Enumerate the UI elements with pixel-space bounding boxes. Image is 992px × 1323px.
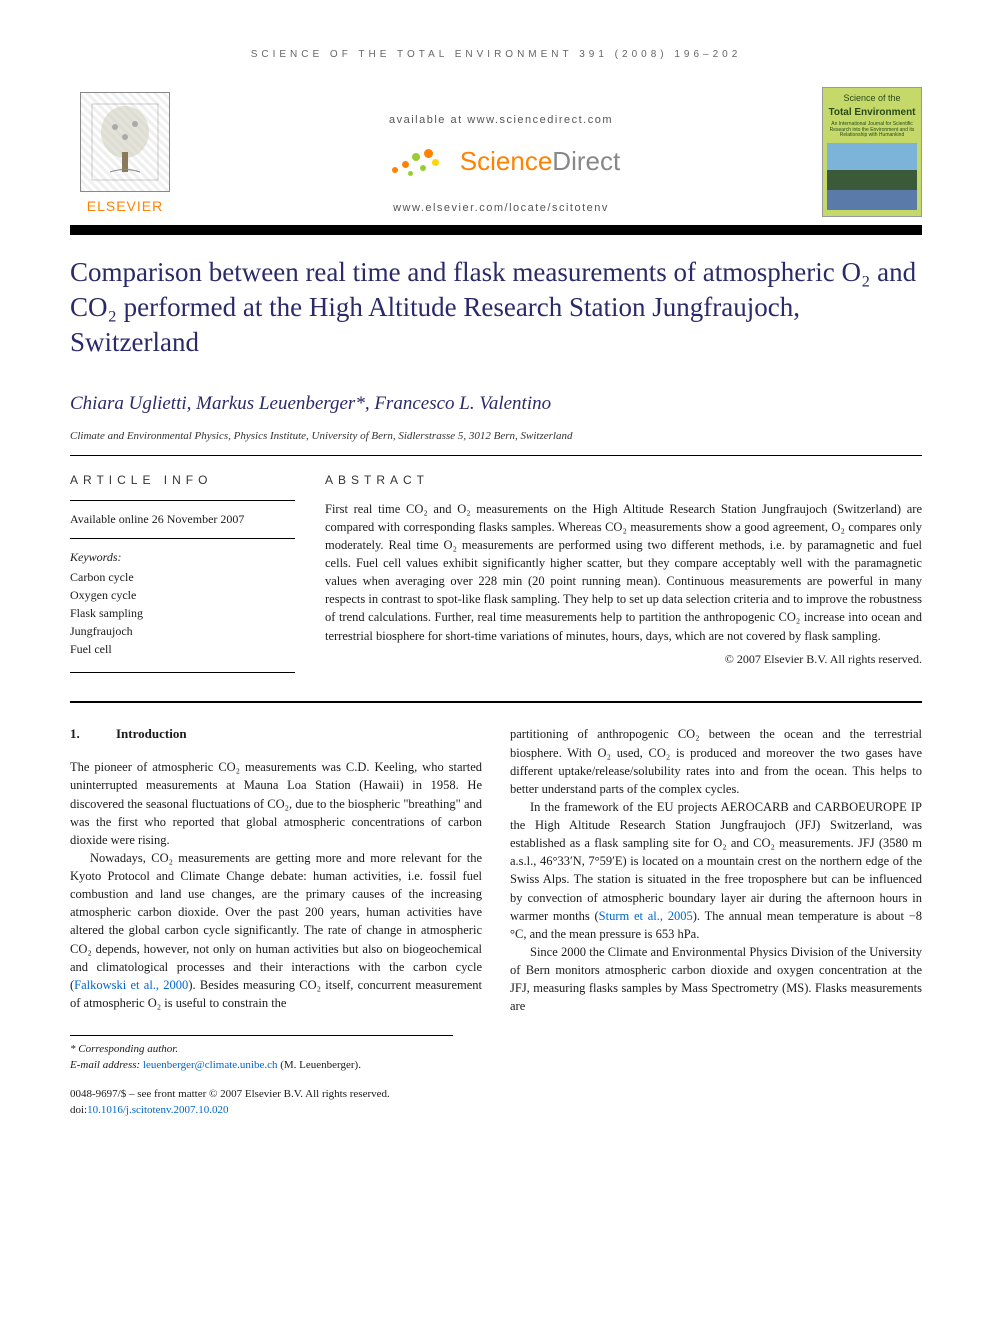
bottom-metadata: 0048-9697/$ – see front matter © 2007 El… xyxy=(70,1087,922,1118)
cover-line1: Science of the xyxy=(825,92,919,105)
body-two-column: 1.Introduction The pioneer of atmospheri… xyxy=(70,725,922,1015)
online-date: Available online 26 November 2007 xyxy=(70,511,295,528)
email-line: E-mail address: leuenberger@climate.unib… xyxy=(70,1058,453,1073)
section-title: Introduction xyxy=(116,726,187,741)
paragraph: In the framework of the EU projects AERO… xyxy=(510,798,922,943)
rule-above-abstract xyxy=(70,455,922,456)
citation-link[interactable]: Falkowski et al., 2000 xyxy=(74,978,188,992)
abstract-body: First real time CO₂ and O₂ measurements … xyxy=(325,500,922,645)
keyword: Fuel cell xyxy=(70,640,295,658)
issn-copyright-line: 0048-9697/$ – see front matter © 2007 El… xyxy=(70,1087,922,1102)
header-bar: ELSEVIER available at www.sciencedirect.… xyxy=(70,87,922,217)
paragraph: Nowadays, CO₂ measurements are getting m… xyxy=(70,849,482,1012)
author-list: Chiara Uglietti, Markus Leuenberger*, Fr… xyxy=(70,390,922,418)
email-link[interactable]: leuenberger@climate.unibe.ch xyxy=(143,1059,278,1071)
elsevier-tree-icon xyxy=(80,92,170,192)
header-center: available at www.sciencedirect.com Scien… xyxy=(180,113,822,217)
section-number: 1. xyxy=(70,725,116,744)
info-rule-3 xyxy=(70,672,295,673)
paragraph: The pioneer of atmospheric CO₂ measureme… xyxy=(70,758,482,849)
info-rule-1 xyxy=(70,500,295,501)
abstract-copyright: © 2007 Elsevier B.V. All rights reserved… xyxy=(325,651,922,668)
doi-prefix: doi: xyxy=(70,1104,87,1116)
corresponding-author-note: * Corresponding author. xyxy=(70,1042,453,1057)
keyword: Flask sampling xyxy=(70,604,295,622)
available-at-text: available at www.sciencedirect.com xyxy=(200,113,802,129)
abstract-column: ABSTRACT First real time CO₂ and O₂ meas… xyxy=(325,472,922,683)
cover-line2: Total Environment xyxy=(825,106,919,121)
keywords-label: Keywords: xyxy=(70,549,295,566)
footnotes: * Corresponding author. E-mail address: … xyxy=(70,1035,453,1073)
sciencedirect-dots-icon xyxy=(382,147,452,177)
cover-image-icon xyxy=(827,143,917,210)
sciencedirect-wordmark: ScienceDirect xyxy=(460,143,620,181)
cover-subtitle: An International Journal for Scientific … xyxy=(825,122,919,139)
elsevier-wordmark: ELSEVIER xyxy=(70,196,180,216)
section-heading-1: 1.Introduction xyxy=(70,725,482,744)
keyword: Carbon cycle xyxy=(70,568,295,586)
paragraph: partitioning of anthropogenic CO₂ betwee… xyxy=(510,725,922,798)
sciencedirect-logo: ScienceDirect xyxy=(382,143,620,181)
info-abstract-row: ARTICLE INFO Available online 26 Novembe… xyxy=(70,472,922,683)
body-column-left: 1.Introduction The pioneer of atmospheri… xyxy=(70,725,482,1015)
keyword: Jungfraujoch xyxy=(70,622,295,640)
article-info-heading: ARTICLE INFO xyxy=(70,472,295,489)
thick-rule xyxy=(70,225,922,235)
citation-link[interactable]: Sturm et al., 2005 xyxy=(599,909,693,923)
paragraph: Since 2000 the Climate and Environmental… xyxy=(510,943,922,1016)
journal-url: www.elsevier.com/locate/scitotenv xyxy=(200,201,802,217)
affiliation: Climate and Environmental Physics, Physi… xyxy=(70,429,922,445)
rule-below-abstract xyxy=(70,701,922,703)
article-title: Comparison between real time and flask m… xyxy=(70,255,922,360)
running-header: SCIENCE OF THE TOTAL ENVIRONMENT 391 (20… xyxy=(70,48,922,63)
journal-cover-thumbnail: Science of the Total Environment An Inte… xyxy=(822,87,922,217)
elsevier-logo-block: ELSEVIER xyxy=(70,92,180,216)
email-suffix: (M. Leuenberger). xyxy=(277,1059,360,1071)
article-info-column: ARTICLE INFO Available online 26 Novembe… xyxy=(70,472,295,683)
body-column-right: partitioning of anthropogenic CO₂ betwee… xyxy=(510,725,922,1015)
doi-link[interactable]: 10.1016/j.scitotenv.2007.10.020 xyxy=(87,1104,228,1116)
email-label: E-mail address: xyxy=(70,1059,143,1071)
abstract-heading: ABSTRACT xyxy=(325,472,922,489)
info-rule-2 xyxy=(70,538,295,539)
keyword: Oxygen cycle xyxy=(70,586,295,604)
doi-line: doi:10.1016/j.scitotenv.2007.10.020 xyxy=(70,1103,922,1118)
